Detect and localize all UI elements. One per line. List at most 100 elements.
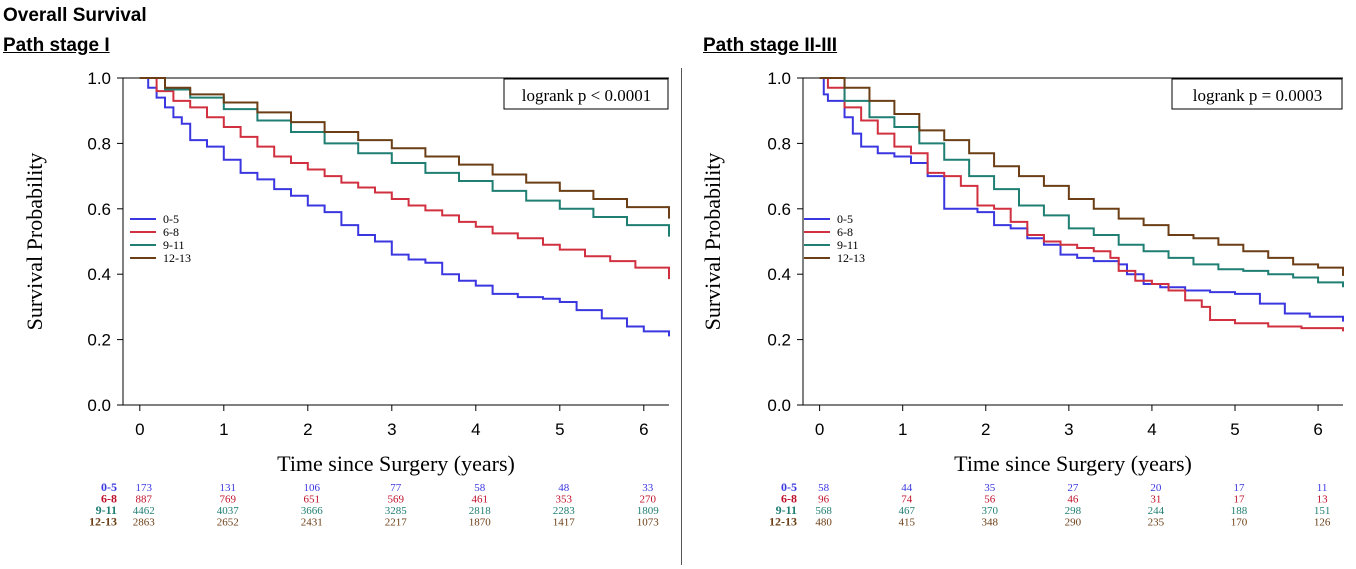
risk-row-label: 9-11 <box>96 503 117 517</box>
legend-label: 12-13 <box>837 251 865 265</box>
y-axis-label: Survival Probability <box>700 153 725 331</box>
risk-cell: 31 <box>1150 494 1161 506</box>
risk-cell: 769 <box>220 494 237 506</box>
risk-cell: 44 <box>901 482 913 494</box>
x-tick-label: 6 <box>639 420 648 439</box>
risk-row-label: 6-8 <box>781 492 797 506</box>
logrank-annotation: logrank p = 0.0003 <box>1193 86 1323 105</box>
risk-row-label: 12-13 <box>89 515 117 529</box>
x-tick-label: 1 <box>898 420 907 439</box>
x-tick-label: 4 <box>1147 420 1156 439</box>
risk-cell: 58 <box>818 482 830 494</box>
x-tick-label: 0 <box>135 420 144 439</box>
left-panel-title: Path stage I <box>3 35 110 56</box>
x-tick-label: 5 <box>555 420 564 439</box>
y-axis-label: Survival Probability <box>22 153 47 331</box>
risk-row-label: 0-5 <box>101 480 117 494</box>
risk-cell: 106 <box>304 482 321 494</box>
risk-cell: 353 <box>556 494 573 506</box>
risk-cell: 290 <box>1065 517 1082 529</box>
x-tick-label: 2 <box>303 420 312 439</box>
y-tick-label: 0.4 <box>87 265 111 284</box>
survival-curve-12-13 <box>139 77 670 219</box>
risk-cell: 3666 <box>301 505 324 517</box>
risk-cell: 151 <box>1314 505 1331 517</box>
logrank-box <box>503 78 669 110</box>
y-tick-label: 0.6 <box>767 200 791 219</box>
y-tick-label: 0.2 <box>87 331 111 350</box>
risk-cell: 48 <box>558 482 570 494</box>
risk-cell: 17 <box>1234 482 1246 494</box>
y-tick-label: 0.0 <box>767 396 791 415</box>
risk-cell: 46 <box>1067 494 1079 506</box>
risk-cell: 2863 <box>133 517 156 529</box>
risk-cell: 2652 <box>217 517 239 529</box>
risk-cell: 170 <box>1231 517 1248 529</box>
x-tick-label: 3 <box>387 420 396 439</box>
survival-curve-6-8 <box>819 77 1344 332</box>
survival-curve-6-8 <box>139 77 670 280</box>
risk-cell: 96 <box>818 494 830 506</box>
legend-label: 6-8 <box>837 225 853 239</box>
risk-cell: 1417 <box>553 517 576 529</box>
survival-curve-12-13 <box>819 77 1344 276</box>
survival-curve-0-5 <box>139 77 670 337</box>
risk-cell: 20 <box>1150 482 1162 494</box>
risk-cell: 1809 <box>637 505 660 517</box>
legend-label: 9-11 <box>837 238 859 252</box>
risk-cell: 173 <box>136 482 153 494</box>
risk-row-label: 0-5 <box>781 480 797 494</box>
risk-cell: 2217 <box>385 517 408 529</box>
survival-curve-0-5 <box>819 77 1344 322</box>
risk-cell: 4462 <box>133 505 155 517</box>
risk-cell: 2818 <box>469 505 492 517</box>
legend-label: 0-5 <box>837 212 853 226</box>
risk-cell: 27 <box>1067 482 1079 494</box>
risk-cell: 887 <box>136 494 153 506</box>
right-panel-title: Path stage II-III <box>703 35 838 56</box>
risk-cell: 17 <box>1234 494 1246 506</box>
x-tick-label: 2 <box>981 420 990 439</box>
survival-chart-stage-1: 0.0 0.2 0.4 0.6 0.8 1.0 0 1 2 3 4 5 6 Survival Probab… <box>22 69 670 529</box>
risk-cell: 74 <box>901 494 913 506</box>
risk-cell: 348 <box>982 517 999 529</box>
x-tick-label: 4 <box>471 420 480 439</box>
risk-cell: 35 <box>984 482 996 494</box>
x-tick-label: 0 <box>815 420 824 439</box>
risk-cell: 13 <box>1317 494 1329 506</box>
risk-cell: 1073 <box>637 517 660 529</box>
risk-cell: 244 <box>1148 505 1165 517</box>
risk-row-label: 6-8 <box>101 492 117 506</box>
risk-cell: 188 <box>1231 505 1248 517</box>
x-axis-label: Time since Surgery (years) <box>277 451 515 476</box>
risk-row-label: 9-11 <box>776 503 797 517</box>
risk-cell: 370 <box>982 505 999 517</box>
risk-cell: 58 <box>474 482 486 494</box>
risk-cell: 4037 <box>217 505 240 517</box>
x-tick-label: 3 <box>1064 420 1073 439</box>
logrank-box <box>1171 78 1343 110</box>
figure-title: Overall Survival <box>3 5 147 26</box>
risk-cell: 2283 <box>553 505 576 517</box>
risk-cell: 568 <box>815 505 832 517</box>
risk-cell: 131 <box>220 482 237 494</box>
risk-cell: 298 <box>1065 505 1082 517</box>
risk-cell: 3285 <box>385 505 408 517</box>
risk-cell: 480 <box>815 517 832 529</box>
y-tick-label: 0.8 <box>87 134 111 153</box>
risk-row-label: 12-13 <box>769 515 797 529</box>
panel-divider <box>681 68 682 565</box>
y-tick-label: 0.0 <box>87 396 111 415</box>
risk-cell: 569 <box>388 494 405 506</box>
risk-cell: 33 <box>642 482 654 494</box>
y-tick-label: 0.4 <box>767 265 791 284</box>
y-tick-label: 1.0 <box>87 69 111 88</box>
risk-cell: 461 <box>472 494 489 506</box>
legend-label: 12-13 <box>163 251 191 265</box>
risk-cell: 270 <box>640 494 657 506</box>
legend-label: 6-8 <box>163 225 179 239</box>
risk-cell: 1870 <box>469 517 492 529</box>
y-tick-label: 0.6 <box>87 200 111 219</box>
x-tick-label: 6 <box>1313 420 1322 439</box>
